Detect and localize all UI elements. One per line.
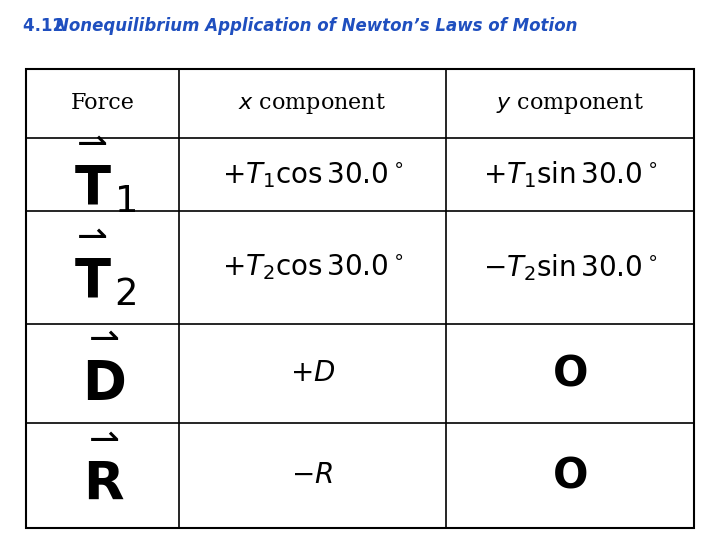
Text: $+T_1\sin 30.0^\circ$: $+T_1\sin 30.0^\circ$ [483,159,657,190]
Text: $+D$: $+D$ [289,360,335,387]
Text: $-R$: $-R$ [292,462,333,489]
Text: $+T_1\cos 30.0^\circ$: $+T_1\cos 30.0^\circ$ [222,160,403,190]
Text: $y$ component: $y$ component [496,91,644,116]
Text: $\overset{\rightharpoonup}{\mathbf{D}}$: $\overset{\rightharpoonup}{\mathbf{D}}$ [81,336,125,410]
Text: $-T_2\sin 30.0^\circ$: $-T_2\sin 30.0^\circ$ [483,252,657,283]
Text: $\overset{\rightharpoonup}{\mathbf{R}}$: $\overset{\rightharpoonup}{\mathbf{R}}$ [81,440,125,511]
Bar [26,69,695,528]
Text: $+T_2\cos 30.0^\circ$: $+T_2\cos 30.0^\circ$ [222,252,403,282]
Text: $\mathbf{O}$: $\mathbf{O}$ [552,455,588,496]
Text: $\mathbf{O}$: $\mathbf{O}$ [552,353,588,394]
Text: $\overset{\rightharpoonup}{\mathbf{T}}_2$: $\overset{\rightharpoonup}{\mathbf{T}}_2… [69,226,137,308]
Text: $\overset{\rightharpoonup}{\mathbf{T}}_1$: $\overset{\rightharpoonup}{\mathbf{T}}_1… [69,134,137,215]
Text: Nonequilibrium Application of Newton’s Laws of Motion: Nonequilibrium Application of Newton’s L… [55,17,577,35]
Text: $x$ component: $x$ component [238,91,387,116]
Text: 4.12: 4.12 [23,17,70,35]
Text: Force: Force [71,92,135,114]
